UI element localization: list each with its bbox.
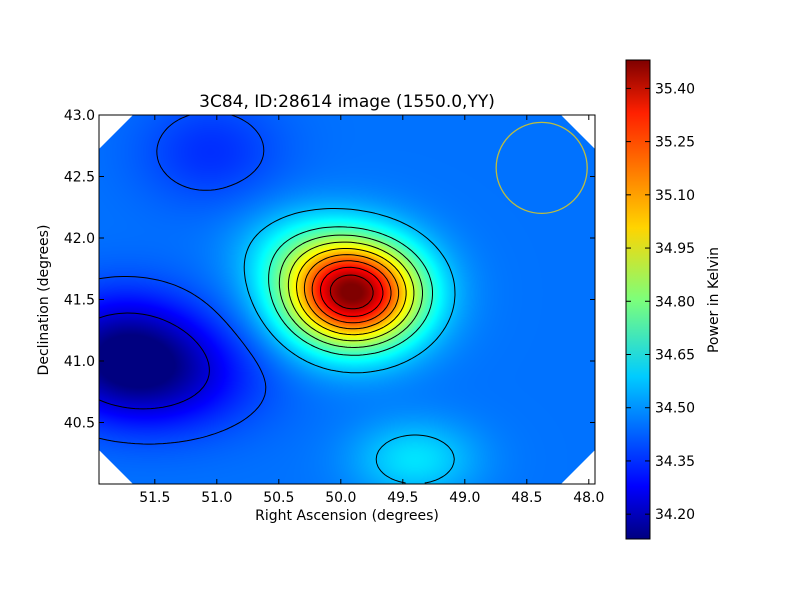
contour-line <box>278 234 423 348</box>
corner-masks <box>99 115 595 484</box>
x-tick-label: 49.0 <box>449 490 480 506</box>
colorbar-tick-label: 35.40 <box>655 81 695 97</box>
plot-area <box>98 114 596 485</box>
colorbar-tick-label: 35.10 <box>655 188 695 204</box>
x-tick-label: 51.5 <box>139 490 170 506</box>
contour-line <box>296 248 407 336</box>
colorbar-tick-label: 34.50 <box>655 401 695 417</box>
contour-line <box>320 266 384 317</box>
colorbar: 34.20 34.35 34.50 34.65 34.80 34.95 35.10 35.25… <box>625 59 722 540</box>
x-tick-label: 49.5 <box>387 490 418 506</box>
colorbar-ticks: 34.20 34.35 34.50 34.65 34.80 34.95 35.10 35.25… <box>626 81 695 523</box>
contour-line <box>268 226 433 356</box>
colorbar-label: Power in Kelvin <box>706 247 722 353</box>
colorbar-tick-label: 34.35 <box>655 454 695 470</box>
contour-line <box>99 115 267 445</box>
corner-mask <box>99 115 133 149</box>
contour-line <box>243 208 456 484</box>
contour-lines <box>99 115 456 484</box>
contour-line <box>329 274 374 310</box>
corner-mask <box>99 450 133 484</box>
x-tick-label: 48.0 <box>573 490 604 506</box>
y-tick-label: 43.0 <box>64 108 95 124</box>
x-axis: 51.5 51.0 50.5 50.0 49.5 49.0 48.5 48.0 <box>139 115 604 506</box>
chart-title: 3C84, ID:28614 image (1550.0,YY) <box>199 92 495 112</box>
x-tick-label: 48.5 <box>511 490 542 506</box>
corner-mask <box>561 115 595 149</box>
y-tick-label: 41.5 <box>64 293 95 309</box>
colorbar-gradient <box>625 59 651 540</box>
y-axis: 40.5 41.0 41.5 42.0 42.5 43.0 <box>64 108 595 432</box>
colorbar-tick-label: 34.20 <box>655 507 695 523</box>
x-axis-label: Right Ascension (degrees) <box>255 508 439 524</box>
y-axis-label: Declination (degrees) <box>36 225 52 376</box>
contour-line <box>287 241 415 342</box>
x-tick-label: 50.0 <box>325 490 356 506</box>
colorbar-tick-label: 34.95 <box>655 241 695 257</box>
beam-circle <box>495 121 588 215</box>
colorbar-tick-label: 34.65 <box>655 347 695 363</box>
contour-line <box>303 254 400 330</box>
y-tick-label: 40.5 <box>64 416 95 432</box>
contour-line <box>99 312 210 410</box>
y-tick-label: 42.0 <box>64 231 95 247</box>
corner-mask <box>561 450 595 484</box>
y-tick-label: 41.0 <box>64 354 95 370</box>
colorbar-tick-label: 35.25 <box>655 135 695 151</box>
x-tick-label: 50.5 <box>263 490 294 506</box>
contour-line <box>311 260 392 324</box>
heatmap-image <box>99 115 595 484</box>
colorbar-tick-label: 34.80 <box>655 294 695 310</box>
y-tick-label: 42.5 <box>64 170 95 186</box>
x-tick-label: 51.0 <box>201 490 232 506</box>
